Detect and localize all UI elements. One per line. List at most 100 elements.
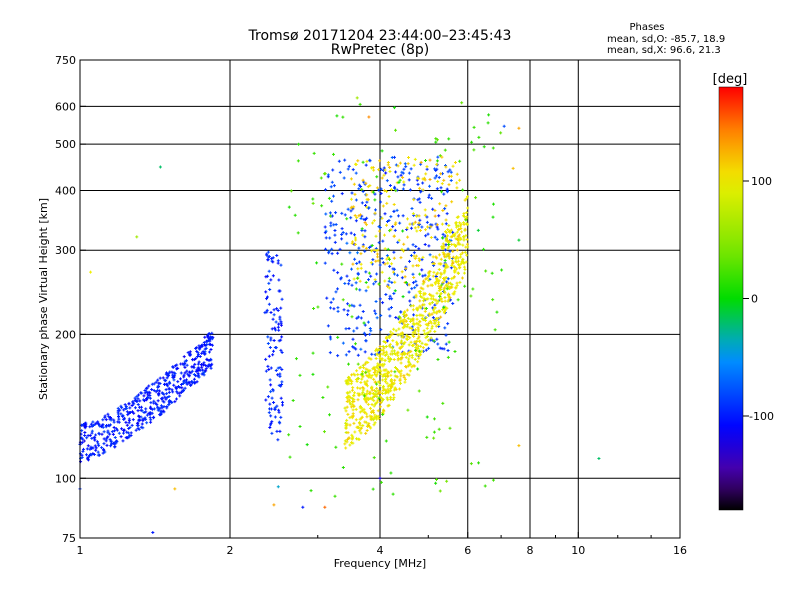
data-point [350,373,354,377]
data-point [350,433,354,437]
data-point [465,238,469,242]
data-point [381,389,385,393]
data-point [207,332,211,336]
data-point [349,177,353,181]
data-point [440,190,444,194]
data-point [325,296,329,300]
data-point [265,310,269,314]
data-point [264,290,268,294]
data-point [395,208,399,212]
data-point [425,415,429,419]
data-point [371,391,375,395]
data-point [342,308,346,312]
data-point [351,207,355,211]
data-point [98,424,102,428]
data-point [372,168,376,172]
data-point [324,236,328,240]
data-point [381,239,385,243]
data-point [409,318,413,322]
data-point [435,272,439,276]
data-point [374,312,378,316]
data-point [443,308,447,312]
x-tick-label: 6 [464,544,471,557]
data-point [406,162,410,166]
data-point [106,435,110,439]
data-point [80,436,84,440]
data-point [439,262,443,266]
data-point [100,446,104,450]
data-point [370,385,374,389]
data-point [112,420,116,424]
data-point [136,409,140,413]
data-point [482,145,486,149]
data-point [328,335,332,339]
data-point [382,173,386,177]
data-point [289,189,293,193]
data-point [398,161,402,165]
data-point [361,424,365,428]
data-point [346,397,350,401]
data-point [324,247,328,251]
data-point [445,187,449,191]
data-point [358,288,362,292]
data-point [359,347,363,351]
data-point [363,362,367,366]
data-point [421,314,425,318]
data-point [296,231,300,235]
data-point [389,188,393,192]
data-point [132,411,136,415]
data-point [429,283,433,287]
data-point [394,329,398,333]
x-tick-label: 16 [673,544,687,557]
data-point [348,423,352,427]
data-point [443,310,447,314]
data-point [441,401,445,405]
data-point [104,418,108,422]
data-point [448,296,452,300]
data-point [403,380,407,384]
data-point [463,250,467,254]
data-point [447,252,451,256]
data-point [328,351,332,355]
data-point [182,375,186,379]
data-point [404,355,408,359]
data-point [372,456,376,460]
data-point [348,251,352,255]
data-point [109,444,113,448]
data-point [437,253,441,257]
data-point [427,273,431,277]
data-point [432,436,436,440]
y-tick-label: 500 [55,138,76,151]
data-point [432,270,436,274]
data-point [328,214,332,218]
data-point [278,315,282,319]
data-point [421,287,425,291]
data-point [358,366,362,370]
data-point [432,339,436,343]
data-point [443,248,447,252]
data-point [402,374,406,378]
data-point [421,177,425,181]
data-point [96,453,100,457]
data-point [167,390,171,394]
data-point [423,208,427,212]
data-point [439,285,443,289]
data-point [435,477,439,481]
data-point [269,278,273,282]
data-point [127,417,131,421]
data-point [375,415,379,419]
data-point [154,401,158,405]
data-point [427,346,431,350]
data-point [276,438,280,442]
data-point [382,409,386,413]
data-point [401,176,405,180]
data-point [159,412,163,416]
data-point [274,346,278,350]
data-point [460,276,464,280]
data-point [438,346,442,350]
data-point [403,377,407,381]
data-point [198,355,202,359]
data-point [376,369,380,373]
data-point [457,227,461,231]
data-point [93,444,97,448]
